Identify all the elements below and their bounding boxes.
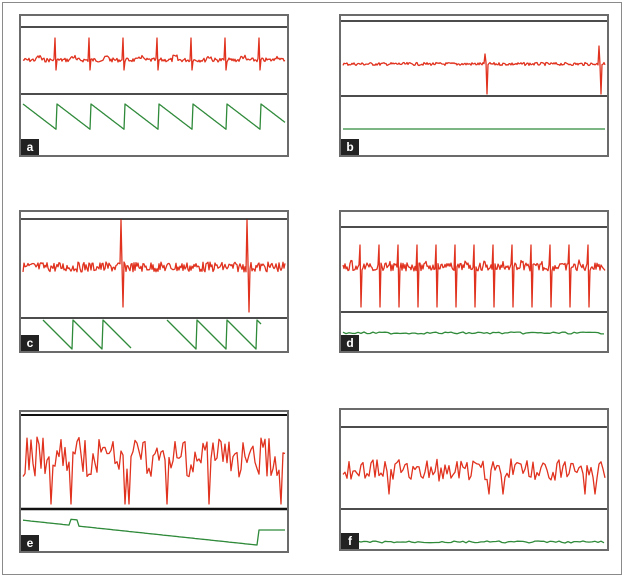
panel-c-traces <box>21 218 287 350</box>
panel-f-traces <box>341 426 607 544</box>
panel-d-label: d <box>341 335 359 351</box>
panel-e-traces <box>21 414 287 546</box>
resp-trace <box>342 540 605 544</box>
panel-c-label: c <box>21 335 39 351</box>
panel-a-label: a <box>21 139 39 155</box>
ecg-trace <box>342 244 606 308</box>
panel-e: e <box>19 410 289 553</box>
ecg-trace <box>22 219 286 313</box>
resp-trace <box>22 103 286 130</box>
panel-f-label: f <box>341 533 359 549</box>
ecg-trace <box>342 458 606 495</box>
panel-b-label: b <box>341 139 359 155</box>
panel-b: b <box>339 14 609 157</box>
panel-b-traces <box>341 20 607 130</box>
panel-c: c <box>19 210 289 353</box>
resp-trace <box>342 331 604 335</box>
resp-trace <box>22 518 285 546</box>
panel-a: a <box>19 14 289 157</box>
panel-e-label: e <box>21 535 39 551</box>
panel-d-traces <box>341 226 607 335</box>
panel-a-traces <box>21 26 287 130</box>
resp-trace-1 <box>42 319 132 350</box>
ecg-trace <box>22 37 286 71</box>
panel-d: d <box>339 210 609 353</box>
panel-f: f <box>339 408 609 551</box>
resp-trace-2 <box>166 319 262 350</box>
ecg-trace <box>342 45 606 95</box>
ecg-trace <box>22 436 286 505</box>
